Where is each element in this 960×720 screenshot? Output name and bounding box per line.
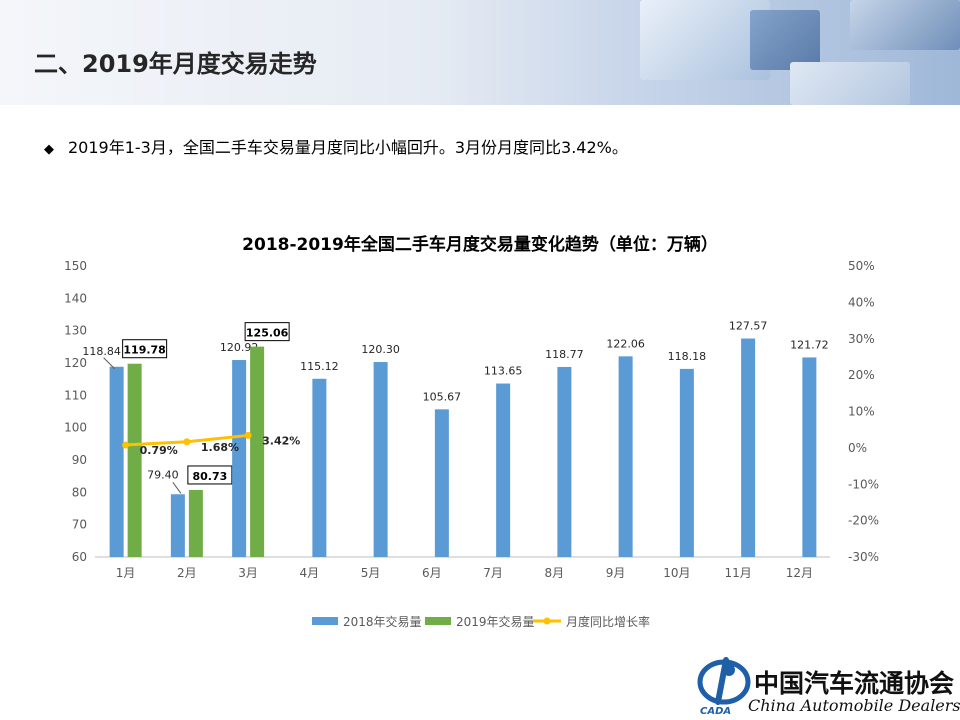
bar-2018 [434, 409, 449, 557]
y-left-tick-label: 80 [72, 485, 87, 499]
data-label-2019-box [187, 465, 233, 485]
data-label-2018: 118.77 [545, 348, 584, 361]
diamond-bullet-icon: ◆ [44, 142, 54, 157]
y-left-tick-label: 110 [64, 388, 87, 402]
bar-2018 [170, 494, 185, 557]
y-right-tick-label: 50% [848, 259, 875, 273]
y-left-tick-label: 60 [72, 550, 87, 564]
data-label-2019-box [244, 322, 290, 342]
y-left-tick-label: 120 [64, 356, 87, 370]
x-tick-label: 4月 [300, 566, 320, 580]
data-label-2018: 118.18 [668, 350, 707, 363]
x-tick-label: 2月 [177, 566, 197, 580]
data-label-2018: 122.06 [606, 337, 645, 350]
y-right-tick-label: -10% [848, 477, 879, 491]
y-left-tick-label: 70 [72, 518, 87, 532]
data-label-2018: 115.12 [300, 360, 339, 373]
yoy-point [244, 431, 252, 439]
y-left-tick-label: 90 [72, 453, 87, 467]
summary-text: 2019年1-3月，全国二手车交易量月度同比小幅回升。3月份月度同比3.42%。 [68, 138, 628, 157]
cada-emblem-icon: CADA [697, 657, 751, 716]
bar-2019 [250, 346, 265, 557]
cada-emblem-text: CADA [700, 706, 731, 716]
data-label-2019-box [122, 339, 168, 359]
data-label-2019: 125.06 [246, 327, 289, 340]
legend-swatch [312, 617, 338, 625]
bar-2019 [127, 363, 142, 557]
data-label-2018: 105.67 [423, 390, 462, 403]
legend-label: 2018年交易量 [343, 614, 422, 629]
x-tick-label: 6月 [422, 566, 442, 580]
y-left-tick-label: 140 [64, 291, 87, 305]
header-decoration [600, 0, 960, 105]
y-right-tick-label: 10% [848, 405, 875, 419]
x-tick-label: 8月 [545, 566, 565, 580]
bar-2018 [109, 366, 124, 557]
y-left-tick-label: 100 [64, 421, 87, 435]
data-label-2019: 119.78 [123, 344, 165, 357]
bar-2018 [741, 338, 756, 557]
x-tick-label: 5月 [361, 566, 381, 580]
chart-title: 2018-2019年全国二手车月度交易量变化趋势（单位：万辆） [242, 234, 718, 255]
bar-2018 [232, 360, 247, 557]
page-title: 二、2019年月度交易走势 [34, 50, 317, 78]
data-label-2018: 121.72 [790, 338, 829, 351]
yoy-data-label: 1.68% [201, 441, 239, 454]
y-right-tick-label: 30% [848, 332, 875, 346]
y-right-tick-label: -20% [848, 514, 879, 528]
cada-logo: CADA 中国汽车流通协会 China Automobile Dealers [696, 652, 960, 718]
y-right-tick-label: 40% [848, 295, 875, 309]
yoy-data-label: 0.79% [140, 444, 178, 457]
yoy-point [183, 438, 191, 446]
trend-chart: 2018-2019年全国二手车月度交易量变化趋势（单位：万辆） 60 70 80 90 1… [0, 220, 960, 640]
data-label-2018: 79.40 [147, 468, 179, 481]
slide-header: 二、2019年月度交易走势 [0, 0, 960, 105]
logo-name-en: China Automobile Dealers [748, 696, 960, 715]
bar-2018 [373, 362, 388, 557]
x-tick-label: 9月 [606, 566, 626, 580]
bar-2018 [679, 368, 694, 557]
y-left-tick-label: 130 [64, 324, 87, 338]
leader-line [172, 481, 182, 494]
legend-label: 2019年交易量 [456, 614, 535, 629]
x-tick-label: 7月 [483, 566, 503, 580]
logo-name-cn: 中国汽车流通协会 [754, 669, 955, 698]
bar-2018 [618, 356, 633, 557]
y-right-tick-label: 20% [848, 368, 875, 382]
chart-svg: 2018-2019年全国二手车月度交易量变化趋势（单位：万辆） 60 70 80 90 1… [64, 234, 879, 629]
yoy-data-label: 3.42% [262, 434, 300, 447]
data-label-2018: 118.84 [82, 345, 121, 358]
legend-label: 月度同比增长率 [566, 614, 650, 629]
bar-2018 [496, 383, 511, 557]
bar-2018 [802, 357, 817, 557]
y-right-tick-label: -30% [848, 550, 879, 564]
x-tick-label: 12月 [786, 566, 813, 580]
data-label-2018: 120.92 [220, 341, 259, 354]
y-right-tick-label: 0% [848, 441, 867, 455]
yoy-point [122, 441, 130, 449]
bar-2019 [188, 489, 203, 557]
x-tick-label: 1月 [116, 566, 136, 580]
legend-marker [543, 617, 551, 625]
summary-bullet: ◆ 2019年1-3月，全国二手车交易量月度同比小幅回升。3月份月度同比3.42%… [44, 134, 628, 158]
data-label-2018: 113.65 [484, 365, 523, 378]
legend-swatch [425, 617, 451, 625]
bar-2018 [312, 378, 327, 557]
data-label-2018: 120.30 [361, 343, 400, 356]
data-label-2019: 80.73 [192, 470, 227, 483]
y-left-tick-label: 150 [64, 259, 87, 273]
bar-2018 [557, 366, 572, 557]
x-tick-label: 10月 [663, 566, 690, 580]
x-tick-label: 11月 [724, 566, 751, 580]
x-tick-label: 3月 [238, 566, 258, 580]
leader-line [103, 357, 115, 370]
data-label-2018: 127.57 [729, 320, 768, 333]
